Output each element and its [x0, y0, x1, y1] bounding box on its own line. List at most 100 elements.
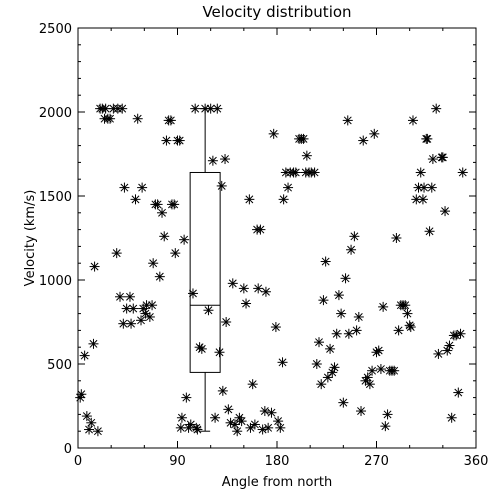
data-point — [115, 291, 126, 302]
data-point — [391, 233, 402, 243]
data-point — [249, 419, 260, 430]
data-point — [137, 182, 148, 193]
data-point — [389, 365, 400, 376]
x-tick-label: 90 — [169, 454, 186, 469]
data-point — [192, 424, 203, 435]
data-point — [217, 385, 228, 396]
data-point — [353, 311, 364, 322]
data-point — [320, 256, 331, 267]
data-point — [157, 207, 168, 218]
data-point — [159, 231, 170, 242]
data-point — [92, 426, 103, 437]
data-point — [181, 392, 192, 403]
data-point — [207, 155, 218, 166]
data-point — [179, 234, 190, 245]
data-point — [433, 348, 444, 359]
boxplot — [189, 108, 221, 432]
y-tick-label: 1000 — [39, 274, 72, 289]
data-point — [259, 406, 270, 417]
data-point — [148, 258, 159, 269]
data-point — [400, 300, 411, 311]
data-point — [402, 308, 413, 319]
data-point — [375, 364, 386, 375]
data-point — [340, 273, 351, 284]
data-point — [298, 133, 309, 144]
data-point — [314, 337, 325, 348]
data-point — [126, 318, 137, 329]
data-point — [358, 135, 369, 146]
data-point — [255, 224, 266, 235]
data-point — [273, 416, 284, 427]
data-point — [338, 397, 349, 408]
data-points — [75, 103, 468, 437]
data-point — [457, 167, 468, 178]
data-point — [378, 301, 389, 312]
y-axis-label: Velocity (km/s) — [23, 190, 38, 287]
data-point — [455, 328, 466, 339]
data-point — [437, 152, 448, 163]
data-point — [336, 308, 347, 319]
y-tick-label: 1500 — [39, 190, 72, 205]
data-point — [270, 322, 281, 333]
data-point — [349, 231, 360, 242]
data-point — [427, 154, 438, 165]
data-point — [111, 248, 122, 259]
data-point — [407, 115, 418, 126]
data-point — [446, 412, 457, 423]
data-point — [144, 311, 155, 322]
data-point — [119, 182, 130, 193]
y-tick-labels: 0 500 1000 1500 2000 2500 — [39, 22, 72, 457]
data-point — [165, 115, 176, 126]
data-point — [154, 271, 165, 282]
data-point — [216, 180, 227, 191]
y-tick-label: 2000 — [39, 106, 72, 121]
data-point — [221, 317, 232, 327]
data-point — [405, 322, 416, 333]
y-tick-label: 2500 — [39, 22, 72, 37]
data-point — [322, 372, 333, 383]
data-point — [451, 330, 462, 341]
data-point — [117, 103, 128, 114]
data-point — [263, 422, 274, 433]
data-point — [190, 103, 201, 114]
data-point — [356, 406, 367, 417]
data-point — [311, 359, 322, 369]
data-point — [247, 379, 258, 390]
data-point — [325, 343, 336, 354]
data-point — [128, 303, 139, 314]
data-point — [238, 283, 249, 294]
chart-title: Velocity distribution — [202, 3, 351, 21]
data-point — [260, 286, 271, 297]
data-point — [176, 412, 187, 423]
data-point — [118, 318, 129, 329]
data-point — [241, 298, 252, 309]
data-point — [214, 347, 225, 358]
x-axis-label: Angle from north — [222, 475, 332, 490]
data-point — [174, 135, 185, 146]
data-point — [268, 128, 279, 139]
data-point — [440, 206, 451, 217]
data-point — [253, 283, 264, 294]
data-point — [424, 226, 435, 237]
data-point — [290, 167, 301, 178]
data-point — [393, 325, 404, 336]
data-point — [203, 305, 214, 316]
data-point — [220, 154, 231, 165]
x-tick-label: 0 — [74, 454, 82, 469]
data-point — [132, 113, 143, 124]
data-point — [275, 422, 286, 433]
data-point — [140, 308, 151, 319]
axis-ticks — [77, 27, 477, 449]
data-point — [318, 295, 329, 306]
data-point — [415, 167, 426, 178]
data-point — [331, 328, 342, 339]
data-point — [161, 135, 172, 146]
data-point — [88, 338, 99, 349]
data-point — [169, 199, 180, 210]
data-point — [431, 103, 442, 114]
plot-frame — [77, 27, 477, 449]
data-point — [422, 133, 433, 144]
data-point — [266, 407, 277, 418]
x-tick-label: 360 — [464, 454, 489, 469]
data-point — [81, 411, 92, 422]
